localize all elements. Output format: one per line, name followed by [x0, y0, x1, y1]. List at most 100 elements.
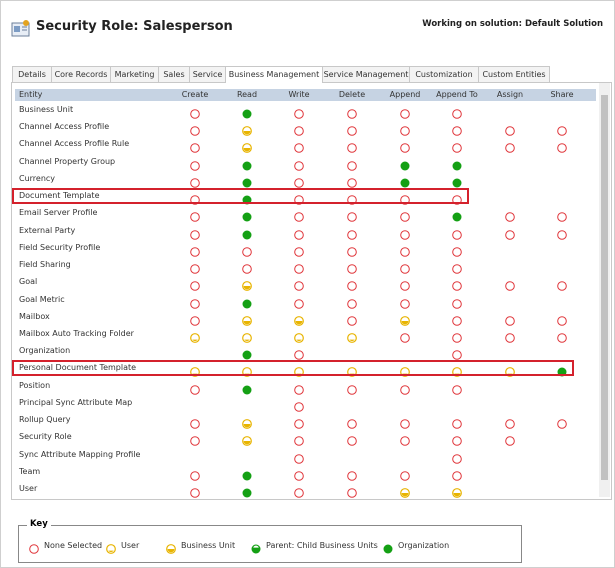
privilege-icon-none[interactable] [399, 295, 411, 309]
privilege-icon-none[interactable] [241, 243, 253, 257]
privilege-icon-organization[interactable] [399, 157, 411, 171]
privilege-icon-none[interactable] [346, 157, 358, 171]
privilege-icon-none[interactable] [346, 295, 358, 309]
privilege-icon-none[interactable] [189, 312, 201, 326]
privilege-icon-business-unit[interactable] [241, 312, 253, 326]
privilege-icon-none[interactable] [346, 226, 358, 240]
privilege-icon-none[interactable] [504, 208, 516, 223]
privilege-icon-user[interactable] [293, 329, 305, 343]
privilege-icon-organization[interactable] [241, 346, 253, 360]
privilege-icon-organization[interactable] [241, 157, 253, 171]
privilege-icon-none[interactable] [399, 467, 411, 481]
tab[interactable]: Sales [158, 66, 190, 82]
privilege-icon-none[interactable] [504, 312, 516, 326]
privilege-icon-none[interactable] [293, 432, 305, 447]
privilege-icon-none[interactable] [241, 260, 253, 274]
scrollbar[interactable] [599, 83, 610, 497]
privilege-icon-business-unit[interactable] [165, 540, 177, 554]
privilege-icon-none[interactable] [189, 243, 201, 257]
privilege-icon-none[interactable] [451, 415, 463, 429]
privilege-icon-none[interactable] [451, 105, 463, 119]
privilege-icon-none[interactable] [451, 450, 463, 464]
privilege-icon-none[interactable] [346, 260, 358, 274]
privilege-icon-none[interactable] [399, 415, 411, 429]
privilege-icon-none[interactable] [189, 208, 201, 223]
privilege-icon-none[interactable] [293, 174, 305, 188]
privilege-icon-none[interactable] [399, 208, 411, 223]
privilege-icon-business-unit[interactable] [241, 122, 253, 137]
privilege-icon-none[interactable] [556, 139, 568, 154]
privilege-icon-organization[interactable] [451, 208, 463, 222]
privilege-icon-parent-child[interactable] [250, 540, 262, 554]
privilege-icon-business-unit[interactable] [241, 415, 253, 430]
privilege-icon-none[interactable] [399, 277, 411, 292]
privilege-icon-none[interactable] [293, 398, 305, 412]
privilege-icon-none[interactable] [556, 122, 568, 137]
privilege-icon-none[interactable] [504, 329, 516, 343]
privilege-icon-none[interactable] [189, 415, 201, 429]
privilege-icon-user[interactable] [346, 329, 358, 343]
privilege-icon-none[interactable] [189, 105, 201, 119]
privilege-icon-none[interactable] [189, 139, 201, 154]
privilege-icon-none[interactable] [399, 105, 411, 119]
tab[interactable]: Marketing [110, 66, 159, 82]
privilege-icon-none[interactable] [451, 312, 463, 326]
privilege-icon-business-unit[interactable] [241, 277, 253, 292]
privilege-icon-none[interactable] [556, 277, 568, 292]
privilege-icon-none[interactable] [451, 346, 463, 361]
privilege-icon-none[interactable] [189, 157, 201, 171]
privilege-icon-none[interactable] [346, 415, 358, 429]
privilege-icon-none[interactable] [293, 484, 305, 498]
privilege-icon-none[interactable] [189, 295, 201, 309]
privilege-icon-none[interactable] [346, 381, 358, 395]
privilege-icon-none[interactable] [451, 381, 463, 395]
privilege-icon-organization[interactable] [382, 540, 394, 554]
privilege-icon-none[interactable] [293, 415, 305, 429]
privilege-icon-none[interactable] [189, 432, 201, 447]
privilege-icon-none[interactable] [346, 243, 358, 257]
privilege-icon-none[interactable] [504, 139, 516, 154]
privilege-icon-organization[interactable] [241, 467, 253, 481]
privilege-icon-user[interactable] [189, 329, 201, 343]
privilege-icon-none[interactable] [189, 381, 201, 395]
privilege-icon-none[interactable] [451, 260, 463, 274]
privilege-icon-none[interactable] [346, 432, 358, 447]
privilege-icon-business-unit[interactable] [399, 484, 411, 498]
privilege-icon-none[interactable] [451, 295, 463, 309]
privilege-icon-none[interactable] [189, 484, 201, 498]
privilege-icon-none[interactable] [399, 381, 411, 395]
privilege-icon-business-unit[interactable] [293, 312, 305, 326]
privilege-icon-none[interactable] [556, 226, 568, 240]
privilege-icon-none[interactable] [293, 243, 305, 257]
privilege-icon-none[interactable] [346, 484, 358, 498]
privilege-icon-none[interactable] [451, 226, 463, 240]
privilege-icon-none[interactable] [189, 277, 201, 292]
privilege-icon-none[interactable] [451, 277, 463, 292]
privilege-icon-none[interactable] [451, 467, 463, 481]
privilege-icon-none[interactable] [189, 174, 201, 188]
privilege-icon-none[interactable] [293, 381, 305, 395]
privilege-icon-none[interactable] [28, 540, 40, 554]
privilege-icon-none[interactable] [556, 312, 568, 326]
privilege-icon-none[interactable] [293, 139, 305, 154]
privilege-icon-none[interactable] [399, 243, 411, 257]
privilege-icon-none[interactable] [293, 105, 305, 119]
privilege-icon-none[interactable] [399, 260, 411, 274]
privilege-icon-none[interactable] [293, 277, 305, 292]
tab[interactable]: Details [12, 66, 52, 82]
privilege-icon-organization[interactable] [241, 226, 253, 240]
privilege-icon-none[interactable] [293, 346, 305, 361]
privilege-icon-none[interactable] [504, 226, 516, 240]
tab[interactable]: Core Records [51, 66, 111, 82]
privilege-icon-organization[interactable] [399, 174, 411, 188]
privilege-icon-none[interactable] [293, 450, 305, 464]
tab[interactable]: Custom Entities [478, 66, 550, 82]
privilege-icon-none[interactable] [504, 415, 516, 429]
privilege-icon-organization[interactable] [241, 208, 253, 222]
privilege-icon-none[interactable] [189, 467, 201, 481]
privilege-icon-none[interactable] [346, 277, 358, 292]
privilege-icon-none[interactable] [189, 226, 201, 240]
privilege-icon-none[interactable] [293, 467, 305, 481]
privilege-icon-none[interactable] [399, 432, 411, 447]
privilege-icon-none[interactable] [346, 208, 358, 223]
